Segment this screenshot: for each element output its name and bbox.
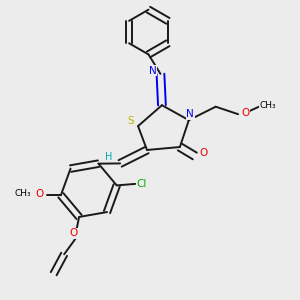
Text: O: O bbox=[36, 189, 44, 199]
Text: CH₃: CH₃ bbox=[260, 101, 276, 110]
Text: N: N bbox=[149, 66, 157, 76]
Text: CH₃: CH₃ bbox=[15, 189, 31, 198]
Text: O: O bbox=[199, 148, 207, 158]
Text: O: O bbox=[242, 108, 250, 118]
Text: N: N bbox=[186, 109, 194, 119]
Text: Cl: Cl bbox=[136, 179, 147, 189]
Text: O: O bbox=[69, 228, 77, 239]
Text: H: H bbox=[105, 152, 112, 162]
Text: S: S bbox=[127, 116, 134, 126]
